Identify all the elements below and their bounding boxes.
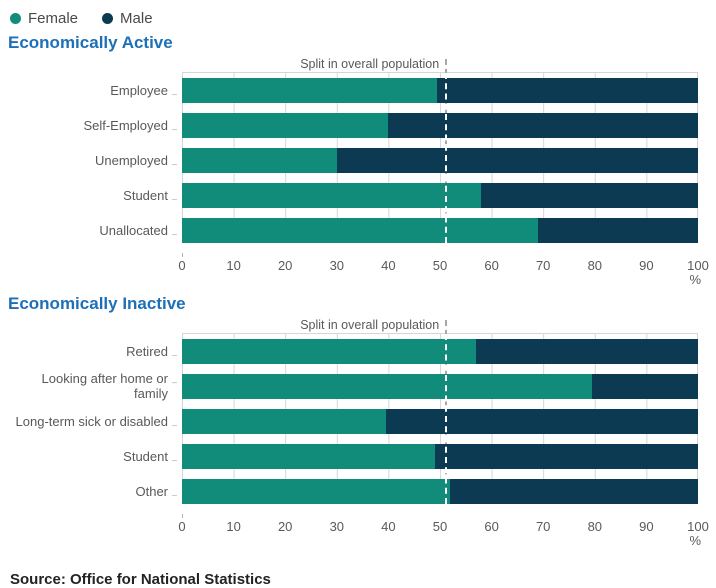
section-title-inactive: Economically Inactive [8, 294, 186, 313]
bar-row [182, 339, 698, 364]
axis-tick-label: 40 [381, 258, 396, 273]
axis-tick-label: 0 [178, 258, 186, 273]
axis-tick-label: 90 [639, 519, 654, 534]
axis-tick-label: 80 [587, 258, 603, 273]
female-bar-segment[interactable] [182, 339, 477, 364]
bar-row [182, 218, 698, 243]
category-label: Employee [8, 83, 177, 99]
female-legend-dot-icon [10, 13, 21, 24]
bar-row [182, 374, 698, 399]
male-bar-segment[interactable] [385, 409, 698, 434]
male-bar-segment[interactable] [388, 113, 698, 138]
axis-tick-label: 30 [329, 519, 345, 534]
axis-tick-label: 60 [484, 258, 499, 273]
male-bar-segment[interactable] [450, 479, 698, 504]
male-bar-segment[interactable] [434, 444, 698, 469]
economically-active-section: Economically Active Split in overall pop… [8, 33, 709, 287]
axis-tick-label: 50 [432, 258, 448, 273]
axis-unit-label: % [689, 272, 701, 287]
bar-row [182, 409, 698, 434]
source-attribution: Source: Office for National Statistics [10, 571, 271, 588]
plot-area [182, 320, 698, 504]
plot-area [182, 59, 698, 243]
axis-tick-label: 100 [687, 519, 709, 534]
male-bar-segment[interactable] [336, 148, 698, 173]
bar-row [182, 444, 698, 469]
legend-label-female: Female [28, 10, 79, 27]
legend-label-male: Male [120, 10, 153, 27]
male-bar-segment[interactable] [476, 339, 698, 364]
axis-tick-label: 80 [587, 519, 603, 534]
female-bar-segment[interactable] [182, 374, 593, 399]
male-bar-segment[interactable] [592, 374, 698, 399]
axis-zero-tick [182, 253, 183, 257]
economically-inactive-chart: Split in overall population 0 10 20 30 40 50 6… [8, 316, 709, 548]
axis-tick-label: 10 [226, 519, 241, 534]
male-bar-segment[interactable] [481, 183, 698, 208]
category-label: Looking after home or family [8, 371, 177, 403]
axis-tick-label: 100 [687, 258, 709, 273]
axis-tick-label: 10 [226, 258, 241, 273]
female-bar-segment[interactable] [182, 444, 435, 469]
split-marker-label: Split in overall population [300, 57, 440, 71]
female-bar-segment[interactable] [182, 409, 386, 434]
legend: Female Male [10, 10, 706, 27]
bar-row [182, 479, 698, 504]
section-title-active: Economically Active [8, 33, 173, 52]
split-marker-row: Split in overall population [182, 55, 698, 72]
x-axis: 0 10 20 30 40 50 60 70 80 90 100% [178, 514, 709, 548]
axis-tick-label: 50 [432, 519, 448, 534]
split-marker-label: Split in overall population [300, 318, 440, 332]
axis-tick-label: 20 [277, 258, 293, 273]
category-label: Self-Employed [8, 118, 177, 134]
axis-unit-label: % [689, 533, 701, 548]
axis-tick-label: 60 [484, 519, 499, 534]
axis-tick-label: 20 [277, 519, 293, 534]
economically-active-chart: Split in overall population 0 10 20 30 40 50 6… [8, 55, 709, 287]
male-legend-dot-icon [102, 13, 114, 24]
female-bar-segment[interactable] [182, 148, 337, 173]
legend-item-female[interactable]: Female [10, 10, 78, 27]
female-bar-segment[interactable] [182, 78, 438, 103]
economically-inactive-section: Economically Inactive Split in overall p… [8, 294, 709, 548]
axis-tick-label: 70 [535, 258, 551, 273]
female-bar-segment[interactable] [182, 113, 389, 138]
female-bar-segment[interactable] [182, 183, 482, 208]
category-label: Unemployed [8, 153, 177, 169]
axis-tick-label: 0 [178, 519, 186, 534]
category-label: Unallocated [8, 223, 177, 239]
axis-tick-label: 90 [639, 258, 654, 273]
axis-tick-label: 70 [535, 519, 551, 534]
x-axis: 0 10 20 30 40 50 60 70 80 90 100% [178, 253, 709, 287]
bar-row [182, 148, 698, 173]
bar-row [182, 113, 698, 138]
category-label: Student [8, 188, 177, 204]
female-bar-segment[interactable] [182, 218, 539, 243]
male-bar-segment[interactable] [538, 218, 698, 243]
legend-item-male[interactable]: Male [102, 10, 153, 27]
axis-tick-label: 40 [381, 519, 396, 534]
category-label: Other [8, 484, 177, 500]
category-label: Student [8, 449, 177, 465]
split-marker-row: Split in overall population [182, 316, 698, 333]
female-bar-segment[interactable] [182, 479, 451, 504]
category-label: Retired [8, 344, 177, 360]
axis-zero-tick [182, 514, 183, 518]
bar-row [182, 78, 698, 103]
bar-row [182, 183, 698, 208]
male-bar-segment[interactable] [437, 78, 698, 103]
category-label: Long-term sick or disabled [8, 414, 177, 430]
axis-tick-label: 30 [329, 258, 345, 273]
